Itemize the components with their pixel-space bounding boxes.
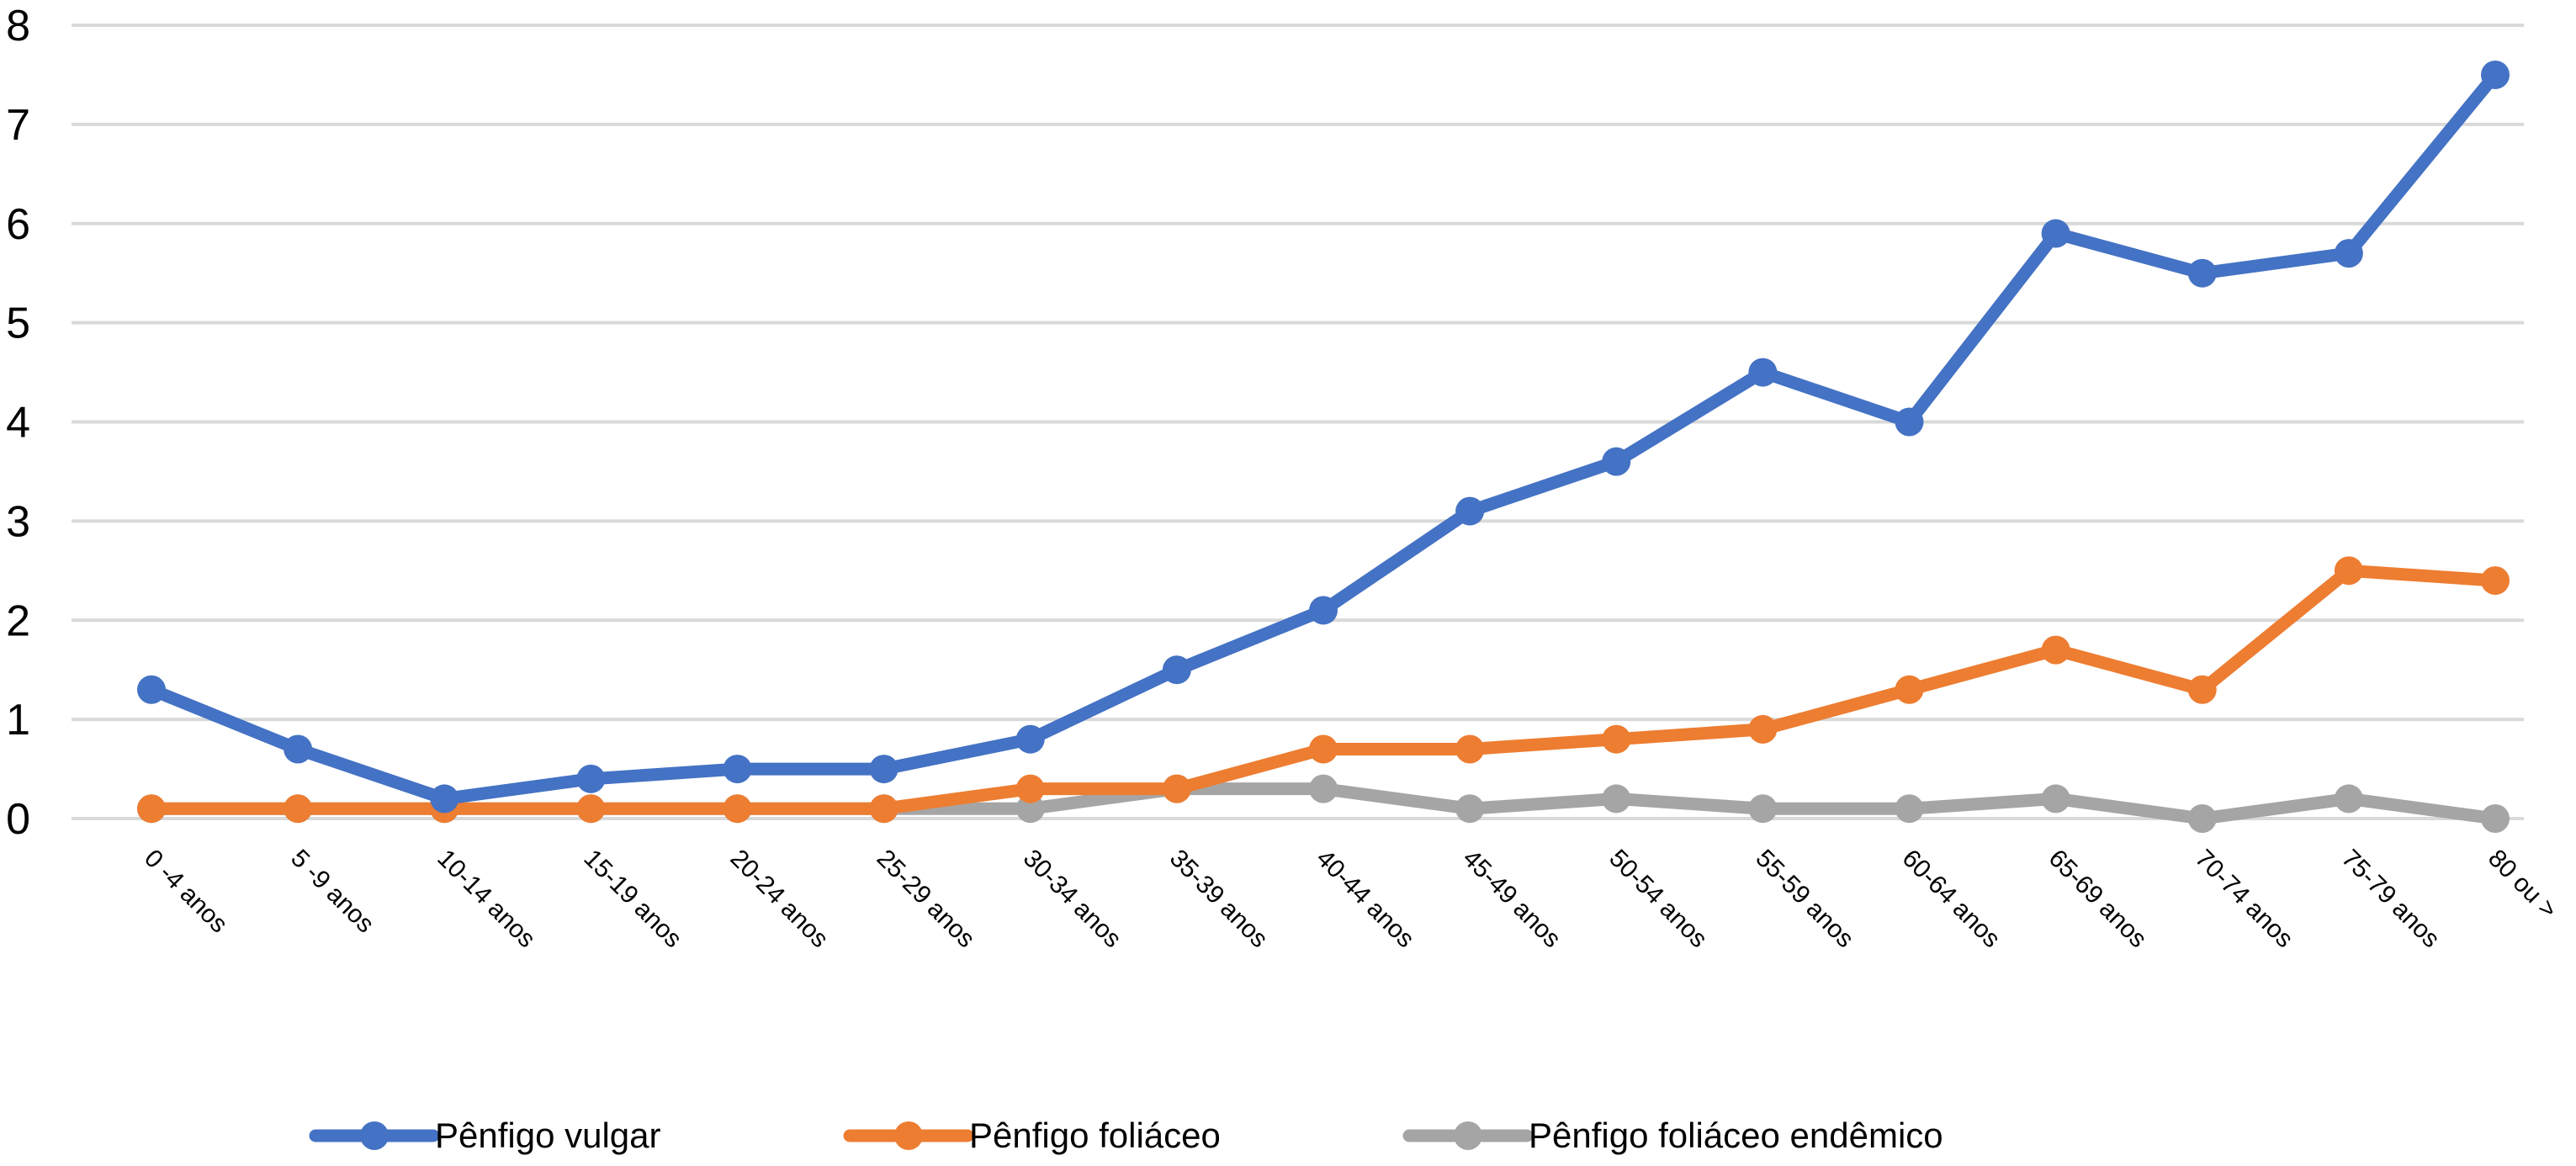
y-axis: 0 1 2 3 4 5 6 7 8 bbox=[6, 2, 30, 844]
x-tick-label: 75-79 anos bbox=[2336, 845, 2445, 953]
data-point bbox=[576, 794, 606, 824]
data-point bbox=[1015, 724, 1045, 754]
data-point bbox=[1015, 774, 1045, 803]
y-tick-label: 7 bbox=[6, 101, 30, 150]
x-tick-label: 65-69 anos bbox=[2043, 845, 2152, 953]
x-tick-label: 15-19 anos bbox=[578, 845, 686, 953]
data-point bbox=[284, 794, 313, 824]
legend-label: Pênfigo foliáceo endêmico bbox=[1529, 1116, 1943, 1155]
data-point bbox=[1162, 655, 1191, 685]
data-point bbox=[2481, 566, 2510, 596]
data-point bbox=[1895, 675, 1924, 704]
data-point bbox=[1309, 596, 1338, 625]
x-tick-label: 20-24 anos bbox=[725, 845, 834, 953]
y-tick-label: 1 bbox=[6, 696, 30, 745]
data-point bbox=[2041, 784, 2070, 814]
x-tick-label: 10-14 anos bbox=[432, 845, 540, 953]
data-point bbox=[2041, 219, 2070, 248]
data-point bbox=[723, 794, 752, 824]
data-point bbox=[1015, 794, 1045, 824]
data-point bbox=[869, 794, 898, 824]
x-tick-label: 0 -4 anos bbox=[139, 845, 233, 939]
y-tick-label: 3 bbox=[6, 497, 30, 546]
x-tick-label: 60-64 anos bbox=[1897, 845, 2006, 953]
y-tick-label: 6 bbox=[6, 200, 30, 249]
data-point bbox=[1602, 784, 1631, 814]
data-point bbox=[2187, 804, 2217, 833]
data-point bbox=[1895, 407, 1924, 437]
legend-marker bbox=[894, 1121, 923, 1150]
x-tick-label: 40-44 anos bbox=[1311, 845, 1419, 953]
legend-item-2: Pênfigo foliáceo endêmico bbox=[1402, 1116, 1943, 1155]
series-0 bbox=[137, 60, 2510, 814]
gridlines bbox=[72, 24, 2524, 820]
data-point bbox=[1748, 794, 1778, 824]
data-point bbox=[2187, 675, 2217, 704]
data-point bbox=[2334, 556, 2363, 586]
data-point bbox=[1455, 794, 1485, 824]
data-point bbox=[2334, 239, 2363, 268]
data-point bbox=[2041, 635, 2070, 665]
data-point bbox=[1602, 724, 1631, 754]
y-tick-label: 4 bbox=[6, 399, 30, 448]
data-point bbox=[2187, 258, 2217, 288]
data-point bbox=[1309, 774, 1338, 803]
data-point bbox=[1455, 734, 1485, 764]
data-point bbox=[1748, 358, 1778, 387]
x-axis: 0 -4 anos 5 -9 anos 10-14 anos 15-19 anos 20… bbox=[139, 845, 2563, 953]
data-point bbox=[1895, 794, 1924, 824]
x-tick-label: 50-54 anos bbox=[1603, 845, 1712, 953]
data-point bbox=[723, 755, 752, 784]
legend-item-0: Pênfigo vulgar bbox=[309, 1116, 661, 1155]
y-tick-label: 0 bbox=[6, 795, 30, 844]
data-point bbox=[1162, 774, 1191, 803]
y-tick-label: 5 bbox=[6, 299, 30, 348]
legend: Pênfigo vulgar Pênfigo foliáceo Pênfigo fo… bbox=[309, 1116, 1943, 1155]
data-point bbox=[1602, 447, 1631, 476]
x-tick-label: 25-29 anos bbox=[872, 845, 980, 953]
legend-marker bbox=[360, 1121, 389, 1150]
x-tick-label: 5 -9 anos bbox=[285, 845, 379, 939]
series-line bbox=[145, 68, 2502, 805]
data-point bbox=[137, 675, 166, 704]
data-point bbox=[137, 794, 166, 824]
x-tick-label: 80 ou > bbox=[2483, 845, 2563, 925]
data-point bbox=[1309, 734, 1338, 764]
x-tick-label: 35-39 anos bbox=[1164, 845, 1273, 953]
data-point bbox=[2481, 60, 2510, 89]
data-point bbox=[576, 764, 606, 793]
x-tick-label: 55-59 anos bbox=[1750, 845, 1858, 953]
y-tick-label: 8 bbox=[6, 2, 30, 50]
data-point bbox=[284, 734, 313, 764]
y-tick-label: 2 bbox=[6, 596, 30, 645]
data-point bbox=[430, 784, 459, 814]
series-1 bbox=[137, 556, 2510, 824]
x-tick-label: 45-49 anos bbox=[1457, 845, 1566, 953]
data-point bbox=[2481, 804, 2510, 833]
x-tick-label: 70-74 anos bbox=[2190, 845, 2298, 953]
x-tick-label: 30-34 anos bbox=[1018, 845, 1126, 953]
data-point bbox=[1455, 496, 1485, 526]
plot-area bbox=[137, 60, 2510, 833]
legend-marker bbox=[1454, 1121, 1482, 1150]
legend-label: Pênfigo vulgar bbox=[435, 1116, 661, 1155]
legend-item-1: Pênfigo foliáceo bbox=[843, 1116, 1221, 1155]
data-point bbox=[869, 755, 898, 784]
legend-label: Pênfigo foliáceo bbox=[969, 1116, 1221, 1155]
data-point bbox=[2334, 784, 2363, 814]
data-point bbox=[1748, 714, 1778, 744]
